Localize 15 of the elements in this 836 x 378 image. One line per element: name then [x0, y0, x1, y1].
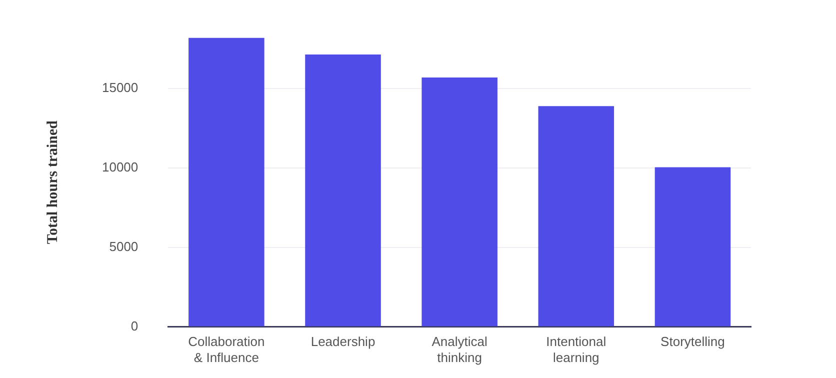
x-tick-label: Analytical thinking: [432, 334, 488, 365]
bar: [654, 167, 731, 326]
bar: [188, 38, 264, 326]
x-tick-label: Storytelling: [660, 334, 725, 350]
bar: [422, 78, 498, 326]
y-tick-label: 5000: [109, 238, 138, 254]
x-tick-label: Collaboration & Influence: [188, 334, 265, 365]
y-axis-title: Total hours trained: [44, 120, 61, 244]
x-tick-label: Intentional learning: [546, 334, 606, 365]
bar: [538, 106, 614, 326]
bar: [305, 54, 381, 326]
y-tick-label: 0: [130, 318, 138, 334]
x-tick-label: Leadership: [310, 334, 376, 350]
y-tick-label: 10000: [102, 160, 138, 175]
y-tick-label: 15000: [102, 80, 138, 96]
